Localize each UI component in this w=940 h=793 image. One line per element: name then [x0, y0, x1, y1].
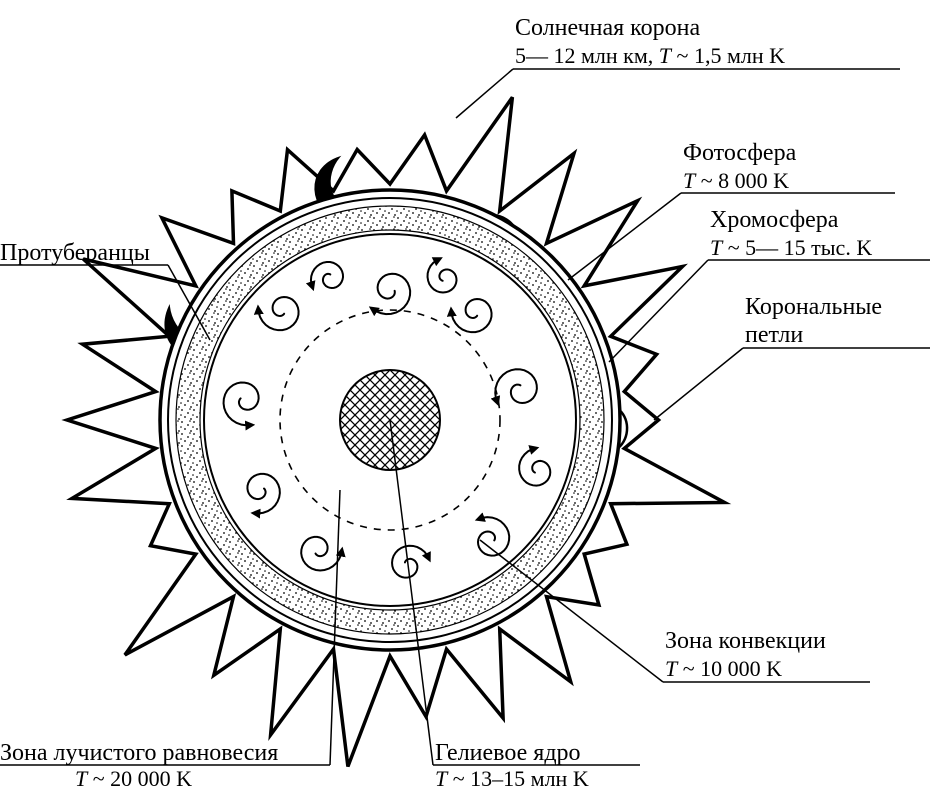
label-chromosphere-sub: T ~ 5— 15 тыс. K [710, 235, 872, 260]
label-core-sub: T ~ 13–15 млн K [435, 766, 589, 791]
label-prominences: Протуберанцы [0, 240, 150, 266]
label-convection-sub: T ~ 10 000 K [665, 656, 782, 681]
label-convection-title: Зона конвекции [665, 628, 826, 654]
label-photosphere-title: Фотосфера [683, 140, 797, 166]
label-radiative-title: Зона лучистого равновесия [0, 740, 278, 766]
label-coronal-loops-2: петли [745, 322, 803, 348]
leader-line [654, 348, 743, 420]
label-corona-title: Солнечная корона [515, 15, 700, 41]
label-coronal-loops-1: Корональные [745, 294, 882, 320]
label-corona-sub: 5— 12 млн км, T ~ 1,5 млн K [515, 43, 785, 68]
label-chromosphere-title: Хромосфера [710, 207, 839, 233]
label-core-title: Гелиевое ядро [435, 740, 581, 766]
diagram-root [67, 97, 724, 766]
label-photosphere-sub: T ~ 8 000 K [683, 168, 789, 193]
sun-structure-diagram: Солнечная корона5— 12 млн км, T ~ 1,5 мл… [0, 0, 940, 793]
label-radiative-sub: T ~ 20 000 K [75, 766, 192, 791]
